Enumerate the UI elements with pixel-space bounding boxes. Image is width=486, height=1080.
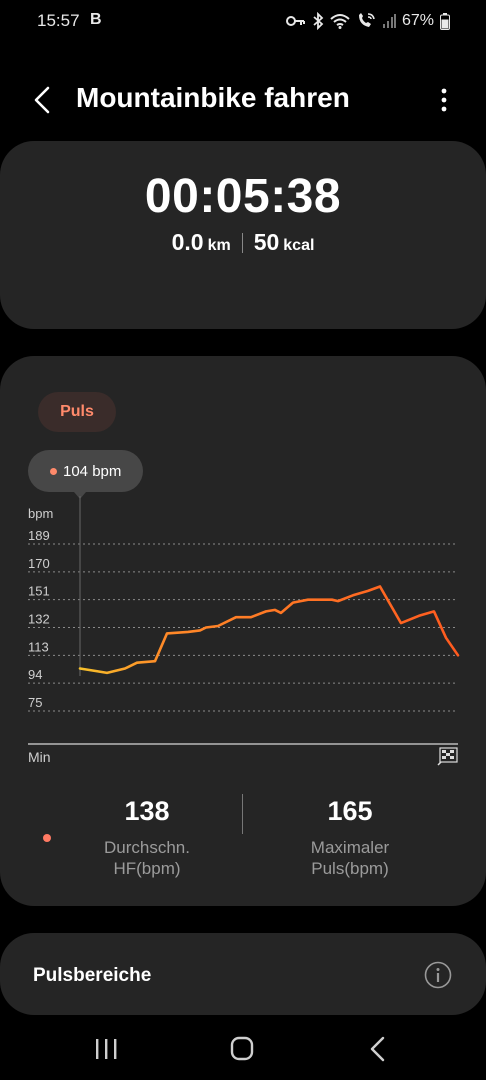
signal-icon bbox=[382, 14, 396, 28]
x-axis-label: Min bbox=[28, 749, 51, 765]
heart-rate-chart[interactable]: bpm 189 170 151 132 113 94 75 Min bbox=[0, 496, 486, 776]
avg-hr-label: Durchschn. HF(bpm) bbox=[47, 837, 247, 879]
avg-hr-value: 138 bbox=[124, 796, 170, 826]
nav-back-icon[interactable] bbox=[360, 1034, 396, 1064]
y-tick-label: 94 bbox=[28, 667, 42, 682]
max-heart-rate: 165 Maximaler Puls(bpm) bbox=[250, 796, 450, 879]
max-hr-label-line2: Puls(bpm) bbox=[311, 859, 389, 878]
recent-apps-icon[interactable] bbox=[88, 1034, 124, 1064]
y-tick-label: 170 bbox=[28, 556, 50, 571]
calories-value: 50 bbox=[253, 229, 280, 255]
heart-rate-card: Puls 104 bpm bpm 189 170 151 132 113 94 75 Min bbox=[0, 356, 486, 906]
y-tick-label: 151 bbox=[28, 584, 50, 599]
wifi-calling-icon bbox=[358, 13, 375, 27]
avg-hr-label-line2: HF(bpm) bbox=[113, 859, 181, 878]
heart-rate-line bbox=[78, 585, 460, 675]
calories-unit: kcal bbox=[283, 237, 315, 254]
app-header: Mountainbike fahren bbox=[0, 72, 486, 128]
battery-percent: 67% bbox=[401, 12, 434, 29]
y-tick-label: 132 bbox=[28, 612, 50, 627]
y-axis-label: bpm bbox=[28, 506, 53, 521]
tooltip-dot bbox=[50, 467, 57, 475]
stats-divider bbox=[242, 794, 243, 834]
max-hr-label-line1: Maximaler bbox=[310, 838, 390, 857]
distance-value: 0.0 bbox=[171, 229, 204, 255]
status-time: 15:57 bbox=[37, 11, 80, 30]
home-icon[interactable] bbox=[224, 1034, 260, 1064]
max-hr-value: 165 bbox=[327, 796, 373, 826]
info-icon[interactable] bbox=[424, 961, 452, 989]
max-hr-label: Maximaler Puls(bpm) bbox=[250, 837, 450, 879]
battery-icon bbox=[440, 12, 450, 30]
tooltip-pointer bbox=[74, 492, 86, 499]
y-tick-label: 189 bbox=[28, 528, 50, 543]
wifi-icon bbox=[330, 14, 350, 29]
y-tick-label: 75 bbox=[28, 695, 42, 710]
key-icon bbox=[285, 16, 305, 26]
stat-divider bbox=[241, 232, 243, 253]
back-icon[interactable] bbox=[26, 82, 58, 118]
heart-rate-zones-card[interactable]: Pulsbereiche bbox=[0, 933, 486, 1015]
y-tick-label: 113 bbox=[28, 639, 49, 654]
pulse-chip-label: Puls bbox=[60, 403, 94, 420]
avg-heart-rate: 138 Durchschn. HF(bpm) bbox=[47, 796, 247, 879]
pulse-chip[interactable]: Puls bbox=[38, 392, 116, 432]
chart-tooltip: 104 bpm bbox=[28, 450, 143, 492]
distance-unit: km bbox=[207, 237, 231, 254]
more-vertical-icon[interactable] bbox=[432, 84, 456, 116]
bluetooth-icon bbox=[313, 12, 324, 30]
status-bar: 15:57 B 67% bbox=[0, 0, 486, 44]
heart-rate-stats: 138 Durchschn. HF(bpm) 165 Maximaler Pul… bbox=[0, 786, 486, 896]
workout-summary-card: 00:05:38 0.0 km 50 kcal bbox=[0, 141, 486, 329]
page-title: Mountainbike fahren bbox=[76, 82, 350, 113]
system-nav-bar bbox=[0, 1020, 486, 1080]
status-indicator: B bbox=[90, 11, 102, 28]
distance-calories-row: 0.0 km 50 kcal bbox=[0, 229, 486, 256]
avg-hr-label-line1: Durchschn. bbox=[104, 838, 190, 857]
workout-duration: 00:05:38 bbox=[144, 170, 342, 223]
finish-flag-icon bbox=[437, 747, 458, 766]
tooltip-value: 104 bpm bbox=[63, 462, 122, 480]
legend-dot bbox=[43, 834, 51, 842]
status-icons: 67% bbox=[285, 10, 450, 32]
zones-title: Pulsbereiche bbox=[33, 965, 152, 986]
